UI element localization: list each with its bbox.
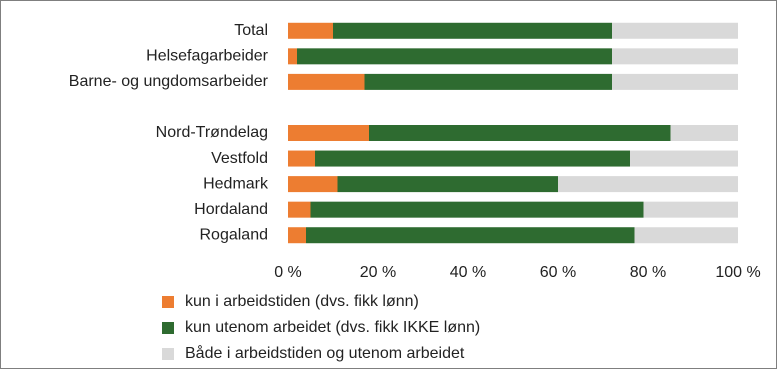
bar-segment xyxy=(634,227,738,244)
y-tick-label: Hedmark xyxy=(203,175,269,192)
bar-segment xyxy=(630,150,738,167)
legend-label: kun utenom arbeidet (dvs. fikk IKKE lønn… xyxy=(185,319,480,336)
bar-segment xyxy=(288,150,315,167)
bar-segment xyxy=(288,73,365,90)
bar-segment xyxy=(643,201,738,218)
y-tick-label: Rogaland xyxy=(200,226,269,243)
legend-swatch xyxy=(162,296,174,308)
x-tick-label: 0 % xyxy=(274,264,302,281)
bar-segment xyxy=(337,176,558,193)
bar-segment xyxy=(288,48,297,65)
bar-segment xyxy=(288,176,338,193)
x-tick-label: 40 % xyxy=(450,264,486,281)
legend-swatch xyxy=(162,348,174,360)
y-tick-label: Nord-Trøndelag xyxy=(156,124,268,141)
y-tick-label: Hordaland xyxy=(194,201,268,218)
bar-segment xyxy=(288,22,333,39)
bar-segment xyxy=(297,48,612,65)
bar-segment xyxy=(369,125,671,141)
bar-segment xyxy=(306,227,635,244)
y-tick-label: Vestfold xyxy=(211,150,268,167)
legend-label: Både i arbeidstiden og utenom arbeidet xyxy=(185,344,465,362)
bar-segment xyxy=(288,201,311,218)
bar-segment xyxy=(612,48,738,65)
bar-segment xyxy=(670,125,738,141)
x-tick-label: 60 % xyxy=(540,264,576,281)
bar-segment xyxy=(333,22,612,39)
bar-segment xyxy=(310,201,644,218)
bar-segment xyxy=(612,22,738,39)
legend-label: kun i arbeidstiden (dvs. fikk lønn) xyxy=(185,293,419,310)
bar-segment xyxy=(315,150,630,167)
bar-segment xyxy=(364,73,612,90)
x-tick-label: 20 % xyxy=(360,264,396,281)
bar-segment xyxy=(288,125,369,141)
x-tick-label: 100 % xyxy=(715,264,760,281)
bar-segment xyxy=(288,227,306,244)
y-tick-label: Helsefagarbeider xyxy=(146,48,269,65)
bar-segment xyxy=(558,176,738,193)
y-tick-label: Total xyxy=(234,22,268,39)
bar-segment xyxy=(612,73,738,90)
legend-swatch xyxy=(162,322,174,334)
x-tick-label: 80 % xyxy=(630,264,666,281)
y-tick-label: Barne- og ungdomsarbeider xyxy=(69,73,269,90)
